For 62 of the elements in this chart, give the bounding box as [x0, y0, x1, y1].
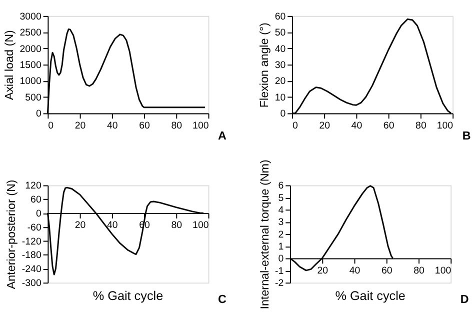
x-tick-label: 40: [107, 120, 118, 132]
x-tick-label: 20: [319, 120, 331, 132]
x-tick-label: 20: [74, 220, 86, 232]
y-tick-label: 1500: [20, 60, 42, 71]
text: B: [462, 130, 471, 143]
y-tick-label: -300: [22, 278, 42, 290]
y-tick-label: 6: [278, 180, 284, 192]
x-tick-label: 20: [317, 265, 329, 276]
x-tick-label: 80: [171, 120, 183, 132]
x-tick-label: 100: [192, 120, 210, 132]
x-tick-label: 80: [171, 220, 183, 232]
x-tick-label: 100: [434, 265, 452, 276]
x-tick-label: 80: [416, 120, 427, 132]
y-tick-label: 2000: [20, 44, 42, 55]
y-tick-label: 0: [36, 208, 42, 220]
x-tick-label: 0: [48, 120, 54, 132]
x-axis-title: % Gait cycle: [92, 289, 164, 304]
y-tick-label: 2: [278, 229, 284, 240]
y-tick-label: -1: [275, 266, 284, 277]
y-tick-label: 30: [274, 60, 286, 71]
y-tick-label: 500: [25, 92, 42, 104]
y-tick-label: 60: [274, 11, 286, 22]
y-tick-label: 2500: [20, 28, 42, 39]
x-tick-label: 100: [436, 120, 454, 132]
y-axis-title: Anterior-posterior (N): [5, 180, 18, 290]
text: A: [218, 130, 228, 143]
text: D: [460, 293, 469, 306]
y-tick-label: 0: [280, 108, 286, 120]
y-tick-label: 1: [278, 242, 284, 253]
y-tick-label: -240: [22, 264, 42, 276]
y-tick-label: 20: [274, 76, 286, 88]
x-tick-label: 100: [192, 220, 210, 232]
x-tick-label: 40: [349, 265, 361, 276]
y-tick-label: 1000: [20, 76, 42, 88]
y-tick-label: 0: [278, 254, 284, 265]
y-tick-label: -2: [275, 278, 284, 290]
x-axis-title: % Gait cycle: [335, 289, 406, 304]
y-tick-label: 10: [274, 92, 286, 104]
x-tick-label: 60: [139, 120, 151, 132]
y-tick-label: 3000: [20, 11, 42, 22]
y-axis-title: Internal-external torque (Nm): [258, 159, 272, 310]
y-tick-label: -180: [22, 250, 42, 262]
y-tick-label: 3: [278, 217, 284, 228]
x-tick-label: 60: [381, 265, 393, 276]
text: C: [218, 293, 228, 306]
y-tick-label: 4: [278, 205, 284, 216]
x-tick-label: 0: [292, 120, 298, 132]
x-tick-label: 60: [383, 120, 395, 132]
y-tick-label: 40: [274, 44, 286, 55]
y-tick-label: -120: [22, 236, 42, 248]
y-axis-title: Axial load (N): [2, 30, 16, 100]
y-tick-label: 60: [30, 194, 42, 206]
y-tick-label: 0: [36, 108, 42, 120]
y-tick-label: 50: [274, 28, 286, 39]
y-axis-title: Flexion angle (°): [258, 22, 272, 108]
x-tick-label: 80: [414, 265, 426, 276]
x-tick-label: 40: [351, 120, 363, 132]
x-tick-label: 40: [107, 220, 118, 232]
x-tick-label: 20: [74, 120, 86, 132]
y-tick-label: -60: [27, 222, 42, 234]
y-tick-label: 5: [278, 192, 284, 204]
y-tick-label: 120: [25, 180, 42, 192]
